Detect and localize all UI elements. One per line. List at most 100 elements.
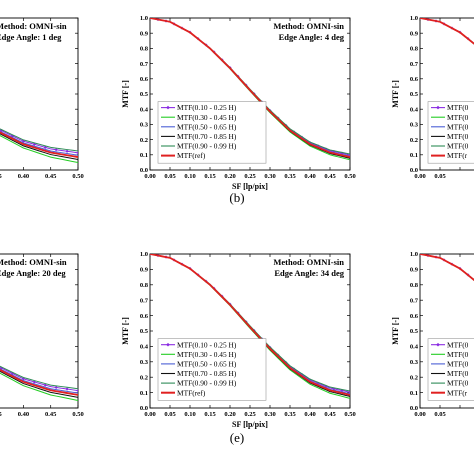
legend-entry: MTF(ref) [177,151,206,160]
x-tick-label: 0.35 [0,173,3,180]
y-tick-label: 0.4 [140,106,149,113]
method-annotation: Method: OMNI-sin [0,21,67,31]
y-tick-label: 0.2 [410,137,418,144]
y-tick-label: 0.2 [140,137,148,144]
legend-box [427,338,474,401]
x-tick-label: 0.00 [414,173,425,180]
chart-panel-bottom-right: 0.00 0.05 0.0 0.1 0.2 0.3 0.4 0.5 0.6 0.7 0.8 0.9 1.… [391,251,474,418]
y-tick-label: 1.0 [140,251,148,258]
mtf-series-point [65,387,69,391]
mtf-series-point [76,151,78,155]
legend-entry: MTF(0 [447,340,469,349]
legend-entry: MTF(0 [447,379,469,388]
y-tick-label: 0.1 [140,390,148,397]
edge-angle-annotation: Edge Angle: 34 deg [274,268,344,278]
legend-entry: MTF(0 [447,132,469,141]
curves-group [0,128,78,164]
y-tick-label: 0.6 [140,76,149,83]
x-tick-label: 0.40 [18,173,29,180]
mtf-series-line-2 [0,368,78,394]
legend-marker [166,105,170,110]
y-tick-label: 0.2 [140,374,148,381]
y-tick-label: 0.4 [140,344,149,351]
chart-panel-top-center: 0.00 0.05 0.10 0.15 0.20 0.25 0.30 0.35 0.40 0.45… [121,15,356,191]
y-tick-label: 0.9 [140,30,149,37]
y-axis-label: MTF [-] [121,80,130,108]
y-tick-label: 0.1 [410,390,418,397]
legend-entry: MTF(0 [447,103,469,112]
x-tick-label: 0.30 [264,173,275,180]
mtf-series-line-5 [0,131,78,158]
y-tick-label: 0.7 [410,61,419,68]
curves-group [420,254,474,282]
legend-entry: MTF(0 [447,113,469,122]
mtf-series-line-4 [0,128,78,152]
caption-b: (b) [229,190,244,205]
y-tick-label: 0.3 [140,359,149,366]
x-tick-label: 0.35 [0,411,3,418]
method-annotation: Method: OMNI-sin [273,257,344,267]
legend-entry: MTF(0.30 - 0.45 H) [177,350,237,359]
x-tick-label: 0.00 [144,411,155,418]
x-tick-label: 0.40 [304,411,315,418]
y-tick-label: 0.3 [410,359,419,366]
y-tick-label: 1.0 [410,251,418,258]
mtf-series-point [76,388,78,393]
legend-box [427,101,474,164]
mtf-series-line-1 [0,135,78,164]
legend-entry: MTF(0.50 - 0.65 H) [177,122,237,131]
legend-entry: MTF(r [447,388,468,397]
mtf-series-line-2 [0,130,78,156]
x-tick-label: 0.05 [164,411,176,418]
method-annotation: Method: OMNI-sin [273,21,344,31]
y-tick-label: 0.1 [140,152,148,159]
x-tick-label: 0.15 [204,173,216,180]
y-tick-label: 0.6 [410,76,419,83]
y-axis-label: MTF [-] [121,317,130,345]
x-tick-label: 0.05 [434,173,446,180]
y-tick-label: 0.5 [410,328,419,335]
y-tick-label: 0.0 [140,405,148,412]
x-tick-label: 0.40 [18,411,29,418]
mtf-series-line-5 [150,18,350,158]
legend-entry: MTF(0.10 - 0.25 H) [177,103,237,112]
legend-box [157,101,267,164]
x-tick-label: 0.00 [144,173,155,180]
legend-entry: MTF(0 [447,142,469,151]
y-tick-label: 0.8 [410,282,419,289]
mtf-series-line-5 [420,254,474,282]
edge-angle-annotation: Edge Angle: 4 deg [279,32,345,42]
mtf-series-line-4 [0,365,78,390]
y-tick-label: 0.8 [410,46,419,53]
x-tick-label: 0.35 [284,411,296,418]
y-axis-label: MTF [-] [391,80,400,108]
y-tick-label: 0.4 [410,106,419,113]
y-tick-label: 0.3 [140,122,149,129]
x-tick-label: 0.05 [434,411,446,418]
legend-entry: MTF(0.90 - 0.99 H) [177,379,237,388]
caption-e: (e) [230,430,244,445]
legend-entry: MTF(0.70 - 0.85 H) [177,132,237,141]
y-tick-label: 0.9 [410,267,419,274]
mtf-series-line-5 [420,18,474,45]
y-tick-label: 0.0 [140,167,148,174]
mtf-series-line-3 [0,133,78,161]
legend-marker [436,342,440,347]
x-tick-label: 0.45 [324,411,336,418]
y-tick-label: 0.7 [140,61,149,68]
x-tick-label: 0.50 [344,173,355,180]
x-tick-label: 0.25 [244,173,256,180]
y-tick-label: 1.0 [410,15,418,22]
y-tick-label: 0.6 [140,313,149,320]
mtf-series-line-5 [150,254,350,396]
legend-box [157,338,267,401]
edge-angle-annotation: Edge Angle: 1 deg [0,32,62,42]
x-tick-label: 0.20 [224,173,235,180]
legend-entry: MTF(ref) [177,388,206,397]
x-tick-label: 0.40 [304,173,315,180]
legend-entry: MTF(0.30 - 0.45 H) [177,113,237,122]
y-tick-label: 0.7 [140,297,149,304]
y-axis-label: MTF [-] [391,317,400,345]
